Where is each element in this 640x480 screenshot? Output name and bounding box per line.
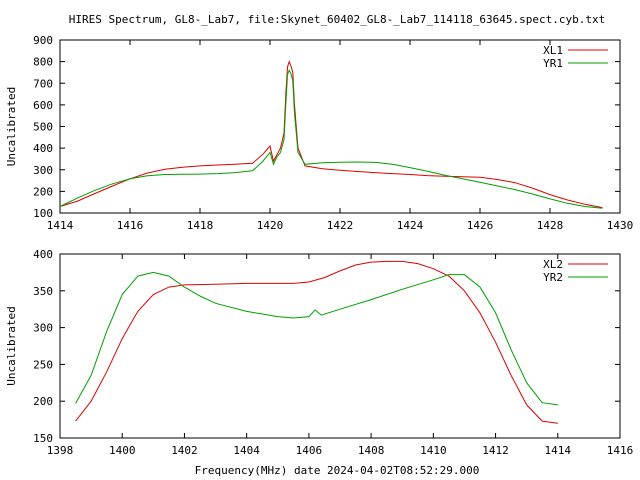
legend-label-yr2: YR2 xyxy=(543,271,563,284)
y-tick-label: 700 xyxy=(33,77,53,90)
y-tick-label: 200 xyxy=(33,395,53,408)
y-tick-label: 200 xyxy=(33,185,53,198)
y-tick-label: 800 xyxy=(33,56,53,69)
series-line-xl2 xyxy=(75,260,558,424)
x-axis-label: Frequency(MHz) date 2024-04-02T08:52:29.… xyxy=(195,464,480,477)
series-line-yr2 xyxy=(75,271,558,406)
y-tick-label: 400 xyxy=(33,142,53,155)
x-tick-label: 1400 xyxy=(109,444,136,457)
x-tick-label: 1406 xyxy=(296,444,323,457)
x-tick-label: 1414 xyxy=(47,219,74,232)
x-tick-label: 1420 xyxy=(257,219,284,232)
y-tick-label: 100 xyxy=(33,207,53,220)
x-tick-label: 1410 xyxy=(420,444,447,457)
x-tick-label: 1426 xyxy=(467,219,494,232)
y-tick-label: 500 xyxy=(33,121,53,134)
y-tick-label: 300 xyxy=(33,322,53,335)
x-tick-label: 1428 xyxy=(537,219,564,232)
y-tick-label: 350 xyxy=(33,285,53,298)
y-tick-label: 150 xyxy=(33,432,53,445)
panel-bottom: 1398 1400 1402 1404 1406 1408 1410 1412 1414 1416… xyxy=(5,248,633,457)
x-tick-label: 1402 xyxy=(171,444,198,457)
y-axis-label: Uncalibrated xyxy=(5,306,18,385)
legend-label-xl1: XL1 xyxy=(543,44,563,57)
panel-top: 1414 1416 1418 1420 1422 1424 1426 1428 1430 100 2… xyxy=(5,34,633,232)
x-tick-label: 1404 xyxy=(233,444,260,457)
chart-panels: 1414 1416 1418 1420 1422 1424 1426 1428 1430 100 2… xyxy=(5,34,633,457)
x-tick-label: 1412 xyxy=(482,444,509,457)
y-tick-label: 600 xyxy=(33,99,53,112)
series-line-yr1 xyxy=(59,69,603,209)
y-tick-label: 400 xyxy=(33,248,53,261)
x-tick-label: 1414 xyxy=(545,444,572,457)
y-tick-label: 900 xyxy=(33,34,53,47)
y-axis-label: Uncalibrated xyxy=(5,87,18,166)
plot-frame xyxy=(59,253,621,439)
x-tick-label: 1430 xyxy=(607,219,634,232)
x-tick-label: 1418 xyxy=(187,219,214,232)
y-tick-label: 250 xyxy=(33,358,53,371)
legend-label-yr1: YR1 xyxy=(543,57,563,70)
series-line-xl1 xyxy=(59,60,603,209)
x-tick-label: 1398 xyxy=(47,444,74,457)
chart-title: HIRES Spectrum, GL8-_Lab7, file:Skynet_6… xyxy=(69,13,605,26)
y-tick-label: 300 xyxy=(33,164,53,177)
x-tick-label: 1408 xyxy=(358,444,385,457)
x-tick-label: 1424 xyxy=(397,219,424,232)
x-tick-label: 1416 xyxy=(117,219,144,232)
x-tick-label: 1416 xyxy=(607,444,634,457)
x-tick-label: 1422 xyxy=(327,219,354,232)
legend-label-xl2: XL2 xyxy=(543,258,563,271)
plot-frame xyxy=(59,39,621,214)
